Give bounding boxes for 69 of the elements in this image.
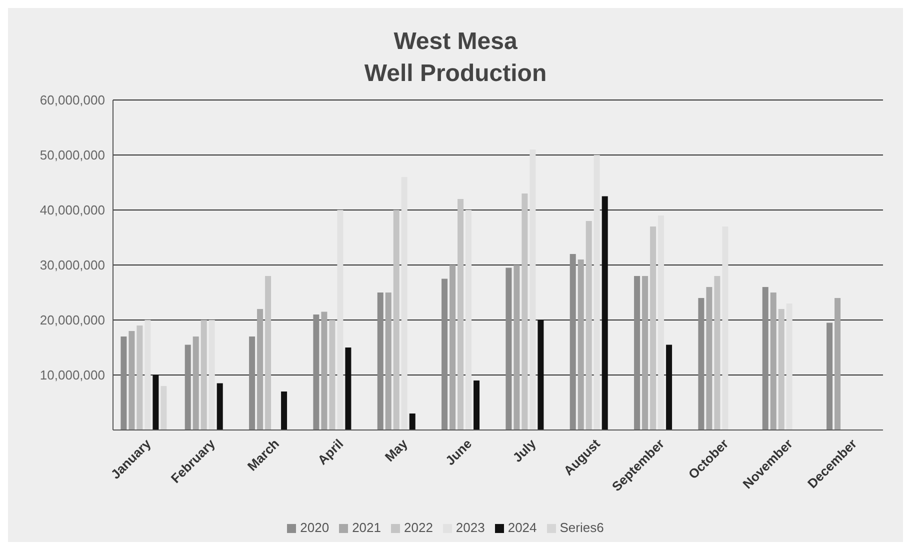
- bar: [160, 386, 167, 430]
- bar: [458, 199, 464, 430]
- bar: [377, 292, 384, 430]
- bar: [650, 226, 656, 430]
- bar: [642, 276, 648, 430]
- bar: [144, 320, 151, 430]
- y-tick-label: 60,000,000: [40, 92, 105, 108]
- bar: [834, 298, 841, 430]
- bar: [265, 276, 272, 430]
- legend-label: 2022: [404, 520, 433, 535]
- bar: [762, 287, 768, 430]
- bar: [249, 336, 256, 430]
- y-tick-label: 20,000,000: [40, 312, 105, 328]
- bar: [192, 336, 199, 430]
- bar: [570, 254, 576, 430]
- bar: [698, 298, 704, 430]
- bar: [313, 314, 320, 430]
- bar: [714, 276, 720, 430]
- legend-label: 2024: [508, 520, 537, 535]
- bar: [401, 177, 408, 430]
- bar: [337, 210, 344, 430]
- y-tick-label: 10,000,000: [40, 368, 105, 383]
- y-tick-label: 40,000,000: [40, 202, 105, 218]
- chart-title: West Mesa Well Production: [363, 27, 548, 89]
- bar: [345, 348, 352, 430]
- bar: [120, 336, 127, 430]
- bar: [393, 210, 400, 430]
- bar: [778, 309, 784, 430]
- bar: [200, 320, 207, 430]
- bar: [522, 194, 528, 430]
- bar: [602, 196, 608, 430]
- bar: [506, 268, 512, 430]
- bar: [257, 309, 264, 430]
- y-tick-label: 30,000,000: [40, 258, 105, 273]
- bar: [128, 331, 135, 430]
- bar: [706, 287, 712, 430]
- bar: [514, 265, 520, 430]
- bar: [578, 260, 584, 430]
- bar: [826, 322, 833, 430]
- bar: [208, 320, 215, 430]
- x-tick-label: May: [382, 436, 411, 465]
- bar: [538, 320, 544, 430]
- legend-label: 2021: [352, 520, 381, 535]
- bar: [136, 326, 143, 430]
- bar: [281, 392, 288, 430]
- bar: [666, 344, 672, 430]
- bar: [786, 304, 792, 430]
- bar: [450, 265, 456, 430]
- legend-label: Series6: [560, 520, 604, 535]
- bar: [474, 380, 480, 430]
- bar: [770, 292, 776, 430]
- bar: [329, 320, 336, 430]
- bar: [184, 344, 191, 430]
- bar: [385, 292, 392, 430]
- bar: [442, 278, 448, 430]
- bar: [722, 226, 728, 430]
- bar: [321, 312, 328, 430]
- bar: [594, 155, 600, 430]
- bar: [409, 414, 416, 430]
- legend-label: 2023: [456, 520, 485, 535]
- y-tick-label: 50,000,000: [40, 148, 105, 163]
- bar: [634, 276, 640, 430]
- bar: [152, 375, 159, 430]
- legend-label: 2020: [300, 520, 330, 535]
- bar: [530, 150, 536, 430]
- bar: [466, 210, 472, 430]
- bar: [216, 383, 223, 430]
- bar: [658, 216, 664, 430]
- bar: [586, 221, 592, 430]
